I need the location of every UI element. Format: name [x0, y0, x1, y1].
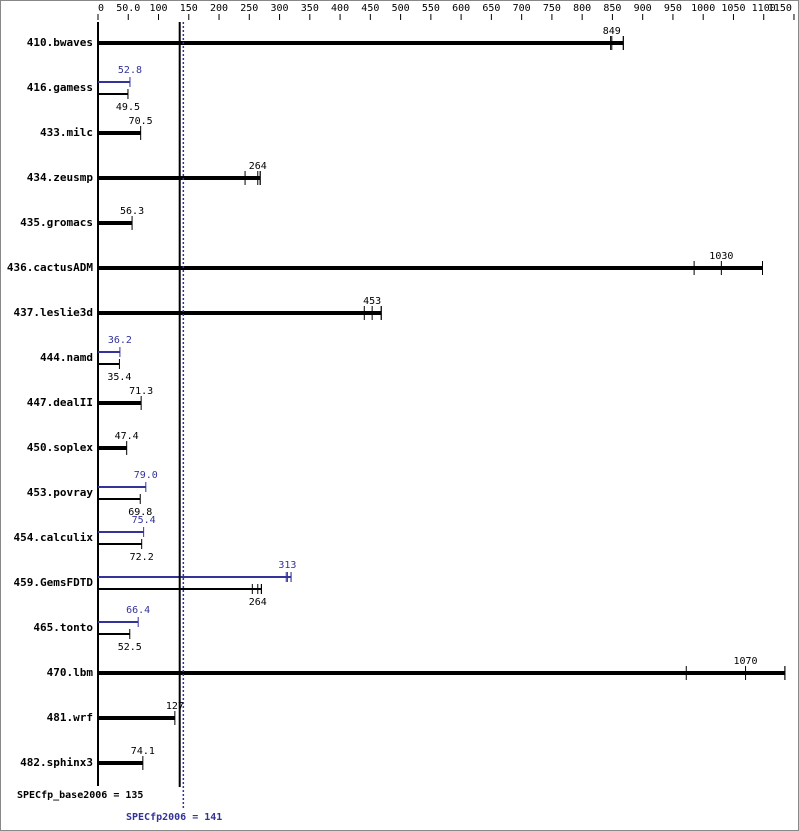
x-tick-label: 800	[573, 3, 591, 14]
category-label: 447.dealII	[27, 396, 93, 409]
x-tick-label: 50.0	[116, 3, 140, 14]
bar	[98, 761, 143, 765]
category-label: 470.lbm	[47, 666, 94, 679]
x-tick-label: 150	[180, 3, 198, 14]
x-tick-label: 950	[664, 3, 682, 14]
value-label: 313	[278, 560, 296, 571]
x-tick-label: 450	[361, 3, 379, 14]
category-label: 453.povray	[27, 486, 94, 499]
category-label: 459.GemsFDTD	[14, 576, 94, 589]
x-tick-label: 0	[98, 3, 104, 14]
bar	[98, 311, 382, 315]
category-label: 465.tonto	[33, 621, 93, 634]
category-label: 433.milc	[40, 126, 93, 139]
x-tick-label: 900	[634, 3, 652, 14]
x-tick-label: 200	[210, 3, 228, 14]
x-tick-label: 400	[331, 3, 349, 14]
category-label: 436.cactusADM	[7, 261, 93, 274]
bar	[98, 531, 144, 533]
value-label: 79.0	[134, 470, 158, 481]
bar	[98, 671, 785, 675]
x-tick-label: 600	[452, 3, 470, 14]
value-label: 72.2	[130, 552, 154, 563]
bar	[98, 621, 139, 623]
value-label: 453	[363, 296, 381, 307]
x-tick-label: 300	[271, 3, 289, 14]
bar	[98, 351, 120, 353]
bar	[98, 363, 120, 365]
x-tick-label: 250	[240, 3, 258, 14]
bar	[98, 401, 142, 405]
category-label: 410.bwaves	[27, 36, 93, 49]
value-label: 52.5	[118, 642, 142, 653]
x-tick-label: 750	[543, 3, 561, 14]
value-label: 264	[249, 597, 267, 608]
bar	[98, 498, 141, 500]
value-label: 56.3	[120, 206, 144, 217]
bar	[98, 81, 130, 83]
category-label: 481.wrf	[47, 711, 93, 724]
value-label: 75.4	[132, 515, 156, 526]
value-label: 36.2	[108, 335, 132, 346]
value-label: 69.8	[128, 507, 152, 518]
x-tick-label: 100	[149, 3, 167, 14]
bar	[98, 486, 146, 488]
value-label: 127	[166, 701, 184, 712]
value-label: 47.4	[115, 431, 139, 442]
bar	[98, 266, 763, 270]
summary-label: SPECfp2006 = 141	[126, 812, 222, 823]
bar	[98, 93, 128, 95]
category-label: 437.leslie3d	[14, 306, 93, 319]
bar	[98, 221, 133, 225]
bar	[98, 41, 624, 45]
bar	[98, 716, 175, 720]
x-tick-label: 350	[301, 3, 319, 14]
x-tick-label: 700	[513, 3, 531, 14]
x-tick-label: 500	[392, 3, 410, 14]
category-label: 482.sphinx3	[20, 756, 93, 769]
value-label: 66.4	[126, 605, 150, 616]
value-label: 849	[603, 26, 621, 37]
value-label: 74.1	[131, 746, 155, 757]
bar	[98, 446, 127, 450]
value-label: 1070	[734, 656, 758, 667]
category-label: 444.namd	[40, 351, 93, 364]
x-tick-label: 1000	[691, 3, 715, 14]
category-label: 454.calculix	[14, 531, 94, 544]
x-tick-label: 1150	[768, 3, 792, 14]
category-label: 450.soplex	[27, 441, 94, 454]
x-tick-label: 650	[482, 3, 500, 14]
x-tick-label: 850	[603, 3, 621, 14]
category-label: 435.gromacs	[20, 216, 93, 229]
x-tick-label: 1050	[721, 3, 745, 14]
value-label: 1030	[709, 251, 733, 262]
value-label: 52.8	[118, 65, 142, 76]
value-label: 264	[249, 161, 267, 172]
bar	[98, 576, 292, 578]
bar	[98, 543, 142, 545]
bar	[98, 633, 130, 635]
category-label: 416.gamess	[27, 81, 93, 94]
value-label: 49.5	[116, 102, 140, 113]
x-tick-label: 550	[422, 3, 440, 14]
value-label: 70.5	[129, 116, 153, 127]
value-label: 71.3	[129, 386, 153, 397]
category-label: 434.zeusmp	[27, 171, 94, 184]
bar	[98, 131, 141, 135]
x-tick-label: 1100	[752, 3, 776, 14]
summary-label: SPECfp_base2006 = 135	[17, 790, 143, 801]
value-label: 35.4	[107, 372, 131, 383]
